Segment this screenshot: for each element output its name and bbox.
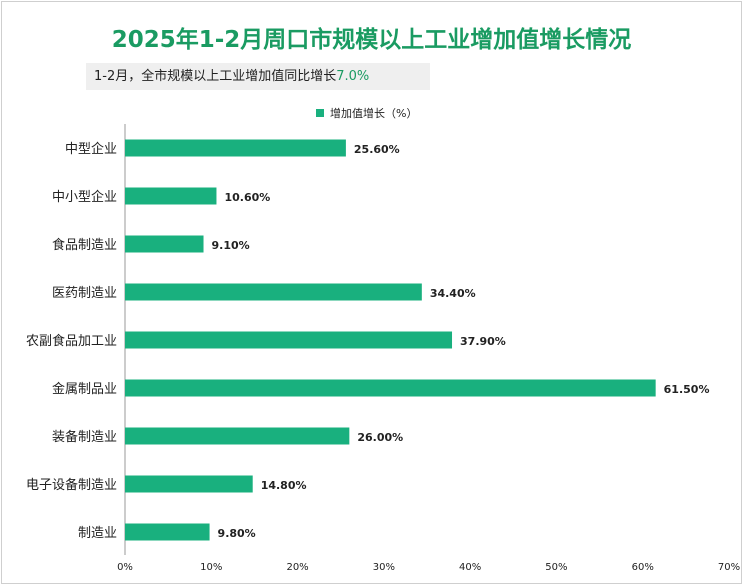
x-tick-label: 0% — [117, 562, 133, 573]
data-label: 10.60% — [224, 191, 270, 204]
category-label: 农副食品加工业 — [26, 333, 117, 349]
bar — [125, 331, 453, 349]
x-tick-label: 60% — [632, 562, 654, 573]
x-tick-label: 10% — [200, 562, 222, 573]
legend-label: 增加值增长（%） — [330, 106, 417, 120]
x-tick-label: 40% — [459, 562, 481, 573]
x-tick-label: 30% — [373, 562, 395, 573]
bar — [125, 523, 210, 541]
category-label: 制造业 — [78, 526, 117, 541]
bar — [125, 235, 204, 253]
category-label: 金属制品业 — [52, 381, 117, 397]
page-title: 2025年1-2月周口市规模以上工业增加值增长情况 — [111, 27, 632, 53]
data-label: 26.00% — [357, 431, 403, 444]
category-label: 食品制造业 — [52, 237, 117, 253]
category-label: 电子设备制造业 — [26, 477, 117, 493]
category-label: 装备制造业 — [52, 429, 117, 445]
bar — [125, 379, 656, 397]
legend-swatch — [316, 109, 324, 117]
data-label: 61.50% — [664, 383, 710, 396]
bar — [125, 283, 422, 301]
subtitle-text: 1-2月，全市规模以上工业增加值同比增长 — [94, 69, 337, 84]
x-tick-label: 20% — [286, 562, 308, 573]
x-tick-label: 50% — [545, 562, 567, 573]
bar — [125, 475, 253, 493]
subtitle-highlight: 7.0% — [336, 69, 370, 84]
data-label: 9.10% — [212, 239, 250, 252]
data-label: 14.80% — [261, 479, 307, 492]
data-label: 9.80% — [218, 527, 256, 540]
bar — [125, 427, 350, 445]
subtitle-box: 1-2月，全市规模以上工业增加值同比增长7.0% — [86, 63, 430, 90]
category-label: 中小型企业 — [52, 189, 117, 205]
bar — [125, 139, 346, 157]
category-label: 中型企业 — [65, 141, 117, 157]
bar — [125, 187, 217, 205]
data-label: 25.60% — [354, 143, 400, 156]
data-label: 37.90% — [460, 335, 506, 348]
x-tick-label: 70% — [718, 562, 740, 573]
category-label: 医药制造业 — [52, 286, 117, 301]
data-label: 34.40% — [430, 287, 476, 300]
